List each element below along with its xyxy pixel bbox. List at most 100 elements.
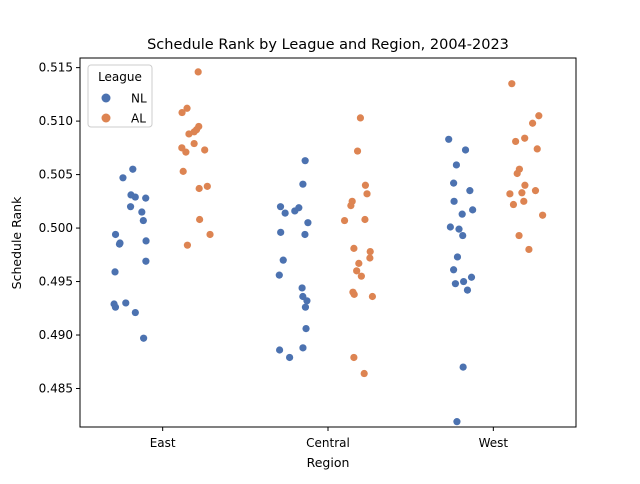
data-point-al-east [203, 182, 211, 190]
data-point-nl-central [286, 353, 294, 362]
data-point-nl-central [291, 207, 299, 215]
data-point-al-west [525, 245, 533, 254]
data-point-al-central [340, 216, 349, 225]
data-point-nl-east [111, 268, 119, 276]
data-point-al-east [183, 241, 192, 249]
data-point-nl-west [450, 266, 458, 274]
x-axis-label: Region [307, 455, 350, 470]
data-point-nl-east [131, 308, 139, 317]
chart-title: Schedule Rank by League and Region, 2004… [147, 37, 509, 53]
data-point-al-central [368, 292, 377, 301]
data-point-al-central [353, 147, 362, 155]
y-tick-label: 0.505 [39, 168, 73, 182]
data-point-al-east [182, 148, 190, 156]
legend-box [87, 64, 153, 128]
data-point-nl-west [451, 280, 460, 288]
data-point-nl-east [138, 208, 146, 216]
y-tick-label: 0.510 [39, 114, 73, 128]
data-point-nl-east [119, 174, 127, 182]
data-point-nl-west [450, 179, 458, 187]
data-point-nl-west [453, 418, 461, 426]
data-point-al-east [196, 215, 204, 224]
data-point-al-central [356, 114, 365, 122]
data-point-al-central [357, 272, 365, 280]
data-point-nl-west [453, 253, 462, 261]
data-point-nl-central [275, 271, 283, 279]
data-point-nl-west [452, 161, 460, 169]
data-point-nl-central [299, 344, 307, 352]
data-point-al-east [201, 146, 209, 154]
data-point-al-central [363, 190, 371, 198]
data-point-nl-central [281, 209, 289, 217]
data-point-nl-west [469, 206, 477, 214]
data-point-nl-east [131, 193, 139, 201]
legend-title: League [98, 70, 142, 84]
data-point-al-west [508, 80, 516, 88]
data-point-nl-central [303, 297, 311, 305]
data-point-al-east [206, 230, 214, 239]
data-point-nl-central [299, 180, 307, 188]
data-point-al-central [347, 202, 355, 210]
y-axis-label: Schedule Rank [9, 196, 24, 289]
data-point-nl-central [301, 157, 309, 165]
data-point-nl-west [467, 273, 476, 281]
data-point-nl-central [298, 284, 306, 292]
data-point-al-west [506, 190, 514, 198]
data-point-al-west [521, 181, 529, 189]
data-point-al-central [361, 181, 370, 189]
data-point-al-east [183, 104, 191, 112]
data-point-al-central [353, 267, 361, 275]
data-point-nl-central [304, 219, 312, 227]
data-point-al-east [179, 167, 187, 175]
x-tick-label: East [150, 436, 176, 450]
data-point-al-central [350, 244, 358, 252]
data-point-al-west [518, 189, 526, 197]
data-point-al-central [366, 254, 374, 262]
data-point-al-east [185, 130, 193, 138]
data-point-al-east [190, 139, 198, 148]
data-point-nl-central [301, 230, 309, 239]
data-point-nl-central [276, 346, 284, 354]
data-point-al-east [178, 108, 186, 117]
data-point-nl-east [115, 240, 124, 248]
legend-marker-nl [101, 93, 111, 103]
data-point-nl-west [459, 363, 467, 371]
legend-label-nl: NL [131, 92, 147, 106]
x-tick-label: Central [306, 436, 350, 450]
data-point-nl-east [122, 299, 130, 307]
data-point-al-west [513, 169, 521, 178]
data-point-al-west [533, 145, 541, 153]
data-point-nl-west [446, 223, 454, 231]
data-point-nl-east [142, 194, 150, 202]
y-tick-label: 0.500 [39, 221, 73, 235]
data-point-nl-west [463, 286, 472, 294]
y-tick-label: 0.515 [39, 61, 73, 75]
data-point-nl-west [460, 277, 468, 286]
data-point-nl-west [450, 197, 458, 205]
data-point-al-central [350, 353, 358, 362]
data-point-nl-east [111, 303, 120, 311]
data-point-al-west [515, 231, 523, 240]
data-point-al-west [535, 112, 543, 120]
data-point-nl-east [142, 257, 150, 265]
plot-marks [110, 68, 547, 426]
data-point-nl-east [126, 203, 135, 211]
data-point-nl-west [445, 135, 453, 143]
data-point-nl-east [140, 334, 148, 342]
legend-label-al: AL [131, 112, 146, 126]
data-point-nl-central [277, 228, 285, 236]
data-point-al-central [355, 259, 363, 267]
x-tick-label: West [479, 436, 509, 450]
legend-marker-al [101, 113, 111, 123]
data-point-al-west [531, 187, 540, 195]
data-point-al-west [520, 197, 528, 205]
data-point-nl-central [279, 256, 287, 264]
data-point-nl-west [458, 210, 466, 218]
data-point-al-east [194, 68, 202, 76]
data-point-nl-west [459, 231, 467, 240]
data-point-nl-west [461, 146, 470, 154]
data-point-al-west [509, 200, 518, 209]
data-point-nl-central [276, 203, 285, 211]
data-point-nl-west [455, 225, 463, 233]
